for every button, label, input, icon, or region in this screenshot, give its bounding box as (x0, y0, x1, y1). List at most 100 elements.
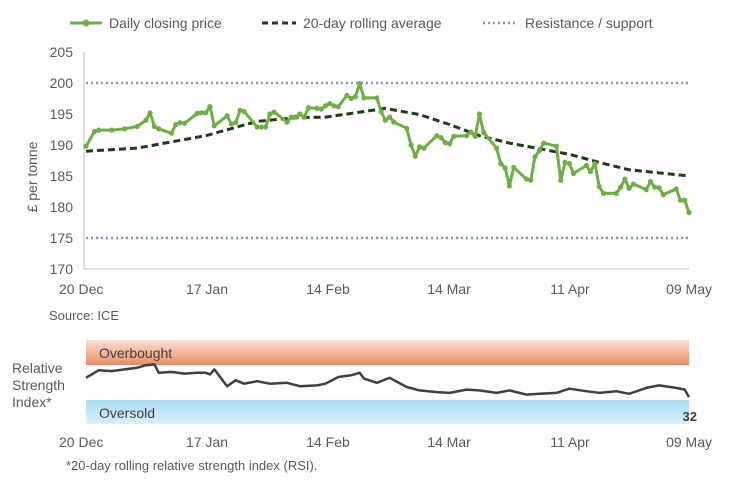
price-point (83, 143, 89, 149)
legend-label-resistance: Resistance / support (525, 15, 653, 31)
legend-marker-price (82, 19, 90, 27)
price-point (374, 95, 380, 101)
price-point (181, 120, 187, 126)
price-point (562, 159, 568, 165)
price-point (267, 111, 273, 117)
price-point (147, 110, 153, 116)
price-point (318, 106, 324, 112)
x-tick-label: 09 May (666, 281, 712, 297)
price-point (686, 210, 692, 216)
price-point (626, 185, 632, 191)
price-point (630, 181, 637, 187)
price-point (156, 126, 162, 132)
rsi-panel: Relative Strength Index* Overbought Over… (12, 340, 712, 450)
price-point (682, 197, 688, 203)
oversold-label: Oversold (99, 405, 155, 421)
legend: Daily closing price 20-day rolling avera… (70, 15, 653, 31)
rsi-axis-label: Relative Strength Index* (12, 360, 69, 410)
price-point (596, 183, 602, 190)
price-point (263, 124, 269, 130)
price-point (434, 133, 440, 139)
price-point (344, 92, 350, 98)
price-point (228, 121, 234, 127)
price-point (528, 177, 534, 183)
y-tick-label: 205 (50, 44, 74, 60)
price-point (412, 153, 418, 159)
price-point (335, 104, 341, 110)
source-note: Source: ICE (49, 308, 119, 323)
price-point (523, 176, 530, 182)
rsi-axis-label-line-2: Strength (12, 377, 65, 393)
price-point (468, 129, 474, 135)
price-point (134, 123, 140, 129)
price-point (352, 94, 358, 100)
x-tick-label: 11 Apr (550, 281, 590, 297)
overbought-band (86, 340, 689, 365)
legend-item-resistance: Resistance / support (483, 15, 653, 31)
rsi-x-tick-label: 11 Apr (550, 434, 590, 450)
price-point (532, 154, 538, 160)
price-point (258, 124, 264, 130)
price-point (476, 111, 482, 117)
price-point (173, 121, 179, 128)
price-point (237, 107, 243, 113)
price-point (622, 176, 628, 182)
price-point (297, 111, 303, 117)
legend-item-price: Daily closing price (70, 15, 222, 31)
price-point (558, 177, 564, 183)
price-point (442, 139, 448, 146)
price-point (673, 186, 679, 192)
price-point (96, 127, 102, 133)
price-point (541, 140, 547, 146)
price-point (203, 110, 209, 116)
price-point (536, 148, 542, 154)
price-point (464, 133, 470, 139)
y-tick-label: 180 (50, 199, 74, 215)
price-point (613, 190, 619, 196)
price-point (451, 133, 457, 139)
rsi-axis-label-line-3: Index* (12, 394, 52, 410)
rsi-footnote: *20-day rolling relative strength index … (66, 458, 317, 473)
y-tick-label: 175 (50, 230, 74, 246)
price-point (109, 127, 115, 133)
rsi-x-tick-label: 17 Jan (186, 434, 228, 450)
resistance-support-lines (86, 81, 689, 240)
price-point (511, 164, 517, 170)
price-point (284, 119, 290, 125)
rsi-x-tick-label: 09 May (666, 434, 712, 450)
rsi-x-axis-ticks: 20 Dec 17 Jan 14 Feb 14 Mar 11 Apr 09 May (59, 434, 712, 450)
price-point (168, 130, 175, 136)
price-point (177, 120, 183, 126)
price-point (438, 135, 444, 141)
price-point (288, 114, 294, 120)
x-tick-label: 20 Dec (59, 281, 103, 297)
price-point (357, 81, 363, 87)
y-tick-label: 170 (50, 261, 74, 277)
price-point (327, 100, 333, 107)
price-point (151, 123, 157, 129)
rsi-x-tick-label: 14 Feb (306, 434, 350, 450)
price-point (271, 109, 277, 115)
price-point (647, 179, 654, 185)
price-point (588, 169, 594, 175)
legend-label-rolling: 20-day rolling average (303, 15, 442, 31)
price-point (348, 95, 354, 102)
oversold-band (86, 400, 689, 424)
price-point (660, 192, 666, 198)
price-point (301, 114, 307, 120)
price-point (652, 184, 658, 190)
price-point (570, 170, 577, 177)
price-point (481, 130, 487, 136)
legend-item-rolling: 20-day rolling average (262, 15, 442, 31)
price-point (254, 124, 260, 130)
overbought-label: Overbought (99, 345, 172, 361)
price-point (656, 185, 662, 191)
rsi-line (85, 363, 691, 398)
y-axis-label: £ per tonne (24, 141, 40, 212)
price-point (421, 145, 427, 151)
price-point (494, 145, 500, 151)
price-point (600, 190, 607, 196)
price-point (331, 103, 337, 109)
y-axis-ticks: 170 175 180 185 190 195 200 205 (50, 44, 74, 277)
price-point (233, 120, 239, 126)
